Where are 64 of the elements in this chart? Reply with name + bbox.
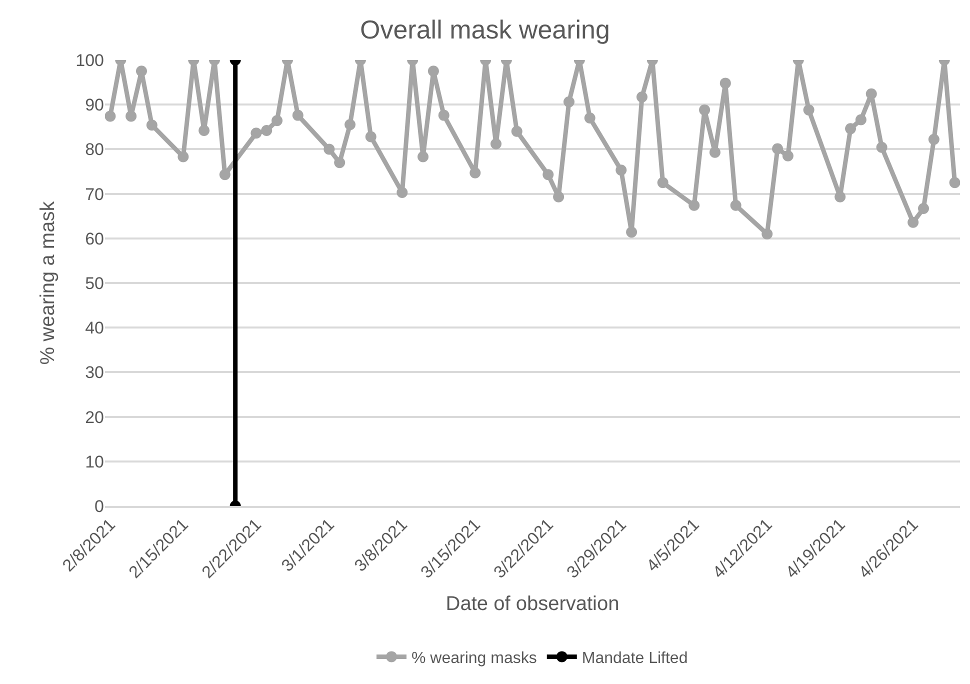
point: [428, 66, 439, 77]
point: [636, 92, 648, 103]
point: [198, 124, 210, 136]
point: [855, 114, 866, 126]
y-tick-label: 30: [85, 363, 104, 382]
y-tick-label: 0: [94, 496, 104, 516]
y-tick-label: 70: [85, 184, 104, 204]
point: [928, 134, 940, 145]
point: [105, 110, 116, 122]
legend-label: Mandate Lifted: [582, 650, 688, 667]
point: [845, 123, 856, 134]
chart-title: Overall mask wearing: [360, 14, 610, 45]
y-tick-label: 50: [85, 274, 104, 293]
y-tick-label: 100: [76, 50, 104, 70]
point: [762, 228, 773, 240]
point: [688, 200, 700, 211]
point: [292, 110, 304, 121]
point: [250, 128, 262, 139]
y-tick-label: 10: [85, 452, 104, 472]
y-tick-label: 40: [85, 318, 104, 338]
y-tick-label: 60: [85, 229, 104, 248]
point: [334, 157, 346, 168]
point: [542, 169, 554, 180]
point: [178, 151, 189, 162]
point: [365, 131, 376, 142]
point: [272, 115, 283, 126]
point: [730, 200, 742, 211]
point: [324, 144, 335, 155]
y-tick-label: 90: [85, 96, 104, 115]
point: [219, 169, 230, 180]
point: [626, 226, 638, 238]
point: [803, 104, 814, 116]
point: [553, 191, 564, 202]
point: [261, 124, 272, 136]
point: [616, 164, 627, 176]
point: [136, 66, 147, 77]
point: [396, 186, 408, 198]
point: [949, 177, 960, 188]
point: [908, 216, 919, 228]
y-axis-title: % wearing a mask: [37, 200, 60, 365]
point: [782, 150, 794, 162]
point: [657, 177, 668, 188]
point: [772, 143, 784, 154]
point: [834, 191, 846, 202]
point: [876, 142, 888, 153]
legend-label: % wearing masks: [412, 650, 537, 667]
point: [918, 203, 930, 214]
point: [699, 104, 710, 116]
point: [470, 167, 481, 178]
point: [584, 112, 596, 124]
point: [490, 138, 502, 150]
point: [344, 119, 356, 130]
y-tick-label: 20: [85, 408, 104, 427]
point: [438, 110, 450, 121]
point: [126, 110, 137, 122]
point: [146, 120, 158, 131]
y-tick-label: 80: [85, 140, 104, 160]
point: [418, 151, 429, 162]
point: [720, 78, 731, 89]
x-axis-title: Date of observation: [446, 592, 620, 615]
point: [866, 88, 877, 100]
point: [563, 96, 574, 108]
point: [511, 126, 522, 137]
point: [709, 146, 720, 158]
